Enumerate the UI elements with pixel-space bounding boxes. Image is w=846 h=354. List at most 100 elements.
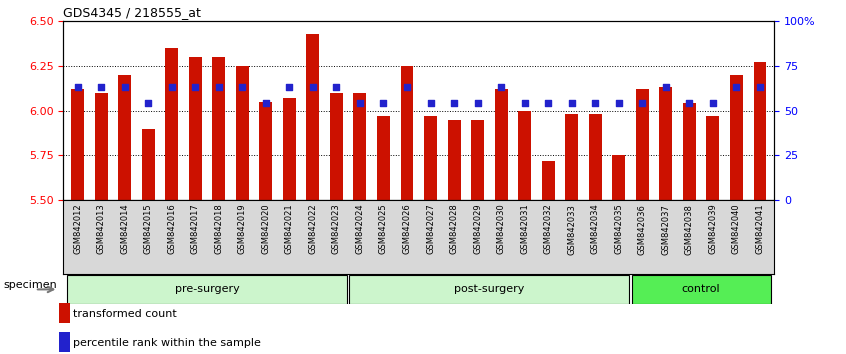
Text: GSM842012: GSM842012 xyxy=(73,204,82,255)
Text: GSM842030: GSM842030 xyxy=(497,204,506,255)
Text: GSM842014: GSM842014 xyxy=(120,204,129,255)
Point xyxy=(471,101,485,106)
Text: GSM842036: GSM842036 xyxy=(638,204,647,255)
Text: GSM842032: GSM842032 xyxy=(544,204,552,255)
Bar xyxy=(706,116,719,200)
Bar xyxy=(613,155,625,200)
Text: pre-surgery: pre-surgery xyxy=(174,284,239,295)
Point xyxy=(659,85,673,90)
Bar xyxy=(165,48,179,200)
Bar xyxy=(189,57,201,200)
Point xyxy=(353,101,366,106)
FancyBboxPatch shape xyxy=(67,275,347,304)
Point xyxy=(612,101,625,106)
Bar xyxy=(212,57,225,200)
Point xyxy=(518,101,531,106)
Point xyxy=(753,85,766,90)
Point xyxy=(283,85,296,90)
Point xyxy=(565,101,579,106)
FancyBboxPatch shape xyxy=(349,275,629,304)
Text: GSM842039: GSM842039 xyxy=(708,204,717,255)
Bar xyxy=(95,93,107,200)
Text: GSM842040: GSM842040 xyxy=(732,204,741,255)
Text: GSM842021: GSM842021 xyxy=(285,204,294,255)
Bar xyxy=(541,161,555,200)
Bar xyxy=(519,110,531,200)
Point xyxy=(706,101,720,106)
Point xyxy=(95,85,108,90)
Text: GSM842038: GSM842038 xyxy=(685,204,694,255)
Text: GSM842016: GSM842016 xyxy=(168,204,176,255)
Bar xyxy=(400,66,414,200)
Bar xyxy=(236,66,249,200)
Text: GSM842027: GSM842027 xyxy=(426,204,435,255)
Bar xyxy=(260,102,272,200)
Text: GSM842037: GSM842037 xyxy=(662,204,670,255)
Text: GDS4345 / 218555_at: GDS4345 / 218555_at xyxy=(63,6,201,19)
Point xyxy=(376,101,390,106)
Point xyxy=(165,85,179,90)
Bar xyxy=(589,114,602,200)
Point xyxy=(448,101,461,106)
Text: GSM842026: GSM842026 xyxy=(403,204,411,255)
Text: control: control xyxy=(682,284,721,295)
Bar xyxy=(141,129,155,200)
Text: GSM842020: GSM842020 xyxy=(261,204,271,255)
Text: GSM842018: GSM842018 xyxy=(214,204,223,255)
Text: GSM842028: GSM842028 xyxy=(449,204,459,255)
Text: GSM842023: GSM842023 xyxy=(332,204,341,255)
Point xyxy=(541,101,555,106)
Text: GSM842019: GSM842019 xyxy=(238,204,247,255)
Bar xyxy=(59,332,69,353)
Text: GSM842015: GSM842015 xyxy=(144,204,152,255)
Bar xyxy=(283,98,296,200)
Bar xyxy=(636,89,649,200)
Point xyxy=(683,101,696,106)
Bar xyxy=(565,114,578,200)
Point xyxy=(635,101,649,106)
Text: percentile rank within the sample: percentile rank within the sample xyxy=(73,338,261,348)
Point xyxy=(330,85,343,90)
Point xyxy=(589,101,602,106)
Bar xyxy=(59,303,69,323)
Point xyxy=(729,85,743,90)
Text: GSM842024: GSM842024 xyxy=(355,204,365,255)
Point xyxy=(400,85,414,90)
Bar xyxy=(683,103,696,200)
Text: transformed count: transformed count xyxy=(73,309,177,319)
Bar xyxy=(330,93,343,200)
Point xyxy=(189,85,202,90)
Bar xyxy=(754,62,766,200)
Bar xyxy=(71,89,84,200)
FancyBboxPatch shape xyxy=(632,275,771,304)
Bar xyxy=(495,89,508,200)
Bar xyxy=(354,93,366,200)
Point xyxy=(306,85,320,90)
Point xyxy=(118,85,131,90)
Point xyxy=(235,85,249,90)
Point xyxy=(424,101,437,106)
Text: GSM842031: GSM842031 xyxy=(520,204,529,255)
Point xyxy=(259,101,272,106)
Text: GSM842013: GSM842013 xyxy=(96,204,106,255)
Point xyxy=(71,85,85,90)
Bar xyxy=(118,75,131,200)
Bar xyxy=(306,34,319,200)
Text: GSM842029: GSM842029 xyxy=(473,204,482,255)
Point xyxy=(141,101,155,106)
Bar xyxy=(471,120,484,200)
Text: GSM842017: GSM842017 xyxy=(190,204,200,255)
Text: GSM842033: GSM842033 xyxy=(567,204,576,255)
Text: GSM842025: GSM842025 xyxy=(379,204,388,255)
Bar xyxy=(659,87,673,200)
Text: GSM842035: GSM842035 xyxy=(614,204,624,255)
Bar xyxy=(730,75,743,200)
Text: GSM842041: GSM842041 xyxy=(755,204,765,255)
Point xyxy=(494,85,508,90)
Bar xyxy=(448,120,460,200)
Bar xyxy=(424,116,437,200)
Text: specimen: specimen xyxy=(3,280,57,290)
Text: GSM842022: GSM842022 xyxy=(309,204,317,255)
Text: post-surgery: post-surgery xyxy=(454,284,525,295)
Text: GSM842034: GSM842034 xyxy=(591,204,600,255)
